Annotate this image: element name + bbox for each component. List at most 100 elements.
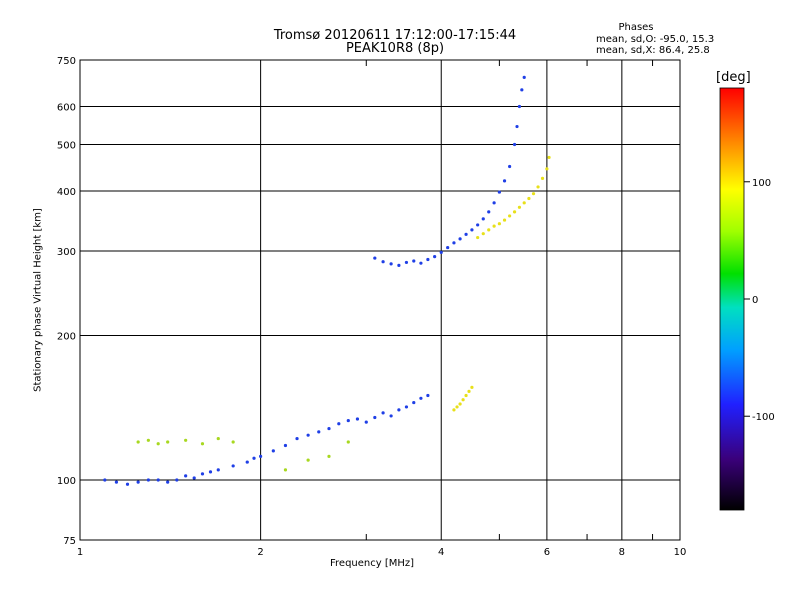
data-point xyxy=(166,480,170,484)
data-point xyxy=(426,257,430,262)
colorbar-tick-label: 100 xyxy=(752,178,771,189)
data-point xyxy=(364,420,368,424)
data-point xyxy=(531,192,536,196)
data-point xyxy=(512,142,517,147)
data-point xyxy=(114,480,119,484)
data-point xyxy=(458,402,462,406)
data-point xyxy=(306,458,310,462)
data-point xyxy=(200,442,205,446)
data-point xyxy=(381,411,385,415)
data-point xyxy=(327,454,331,459)
data-point xyxy=(156,442,160,446)
data-point xyxy=(337,422,341,426)
data-point xyxy=(373,415,377,420)
data-point xyxy=(464,232,468,236)
data-point xyxy=(446,245,450,250)
x-axis-label: Frequency [MHz] xyxy=(330,558,415,569)
data-point xyxy=(295,436,299,441)
phases-o-stats: mean, sd,O: -95.0, 15.3 xyxy=(596,34,715,45)
data-point xyxy=(373,256,377,260)
data-point xyxy=(517,205,522,209)
data-point xyxy=(208,470,213,474)
data-point xyxy=(419,261,423,265)
data-point xyxy=(520,88,524,92)
data-point xyxy=(497,190,501,194)
data-point xyxy=(497,222,501,226)
data-point xyxy=(487,228,491,232)
data-point xyxy=(381,260,385,264)
phases-heading: Phases xyxy=(618,22,654,33)
data-point xyxy=(404,260,409,265)
data-point xyxy=(283,443,288,448)
colorbar-tick-label: -100 xyxy=(752,412,775,423)
data-point xyxy=(464,393,468,398)
y-tick-label: 75 xyxy=(63,536,76,547)
data-point xyxy=(200,472,205,476)
data-point xyxy=(512,210,517,214)
data-point xyxy=(146,438,150,442)
data-point xyxy=(271,449,275,453)
data-point xyxy=(283,468,288,472)
data-point xyxy=(458,237,462,241)
data-point xyxy=(389,262,393,266)
colorbar-tick-label: 0 xyxy=(752,295,758,306)
data-point xyxy=(492,201,496,205)
data-point xyxy=(216,468,220,472)
data-point xyxy=(136,480,140,484)
data-point xyxy=(327,426,331,431)
data-point xyxy=(481,232,485,236)
data-point xyxy=(455,405,459,409)
data-point xyxy=(125,482,130,486)
y-tick-label: 600 xyxy=(57,103,76,114)
data-point xyxy=(527,196,531,201)
x-tick-label: 6 xyxy=(544,547,550,558)
data-point xyxy=(452,408,456,412)
data-point xyxy=(502,218,507,222)
data-point xyxy=(540,176,545,181)
data-point xyxy=(231,440,235,444)
data-point xyxy=(412,400,416,405)
data-point xyxy=(522,75,526,79)
x-tick-label: 8 xyxy=(619,547,625,558)
data-point xyxy=(192,476,196,480)
data-point xyxy=(175,478,179,482)
y-tick-label: 500 xyxy=(57,141,76,152)
data-point xyxy=(536,185,540,189)
data-point xyxy=(346,418,350,423)
data-point xyxy=(476,223,480,227)
colorbar xyxy=(719,87,745,511)
data-point xyxy=(470,228,474,232)
data-point xyxy=(103,478,107,482)
data-point xyxy=(547,155,551,160)
data-point xyxy=(517,104,522,109)
data-point xyxy=(146,478,150,482)
data-point xyxy=(522,201,526,205)
x-tick-label: 10 xyxy=(674,547,687,558)
y-tick-label: 750 xyxy=(57,56,76,67)
phases-x-stats: mean, sd,X: 86.4, 25.8 xyxy=(596,45,710,56)
x-tick-label: 4 xyxy=(438,547,444,558)
data-point xyxy=(397,408,401,412)
data-point xyxy=(426,393,430,398)
plot-frame xyxy=(79,59,681,541)
data-point xyxy=(245,460,249,464)
y-tick-label: 300 xyxy=(57,247,76,258)
data-point xyxy=(156,478,160,482)
data-point xyxy=(452,241,456,245)
data-point xyxy=(346,440,350,444)
data-point xyxy=(166,440,170,444)
y-tick-label: 200 xyxy=(57,332,76,343)
data-point xyxy=(252,456,256,460)
data-point xyxy=(216,436,220,441)
chart-title-line2: PEAK10R8 (8p) xyxy=(345,41,445,56)
chart-title-line1: Tromsø 20120611 17:12:00-17:15:44 xyxy=(273,28,517,43)
data-point xyxy=(487,210,491,214)
y-tick-label: 100 xyxy=(57,476,76,487)
data-point xyxy=(184,438,188,442)
colorbar-unit-label: [deg] xyxy=(716,70,751,85)
data-point xyxy=(389,414,393,418)
data-point xyxy=(419,396,423,400)
data-point xyxy=(231,464,235,468)
data-point xyxy=(317,430,321,434)
data-point xyxy=(476,235,480,240)
